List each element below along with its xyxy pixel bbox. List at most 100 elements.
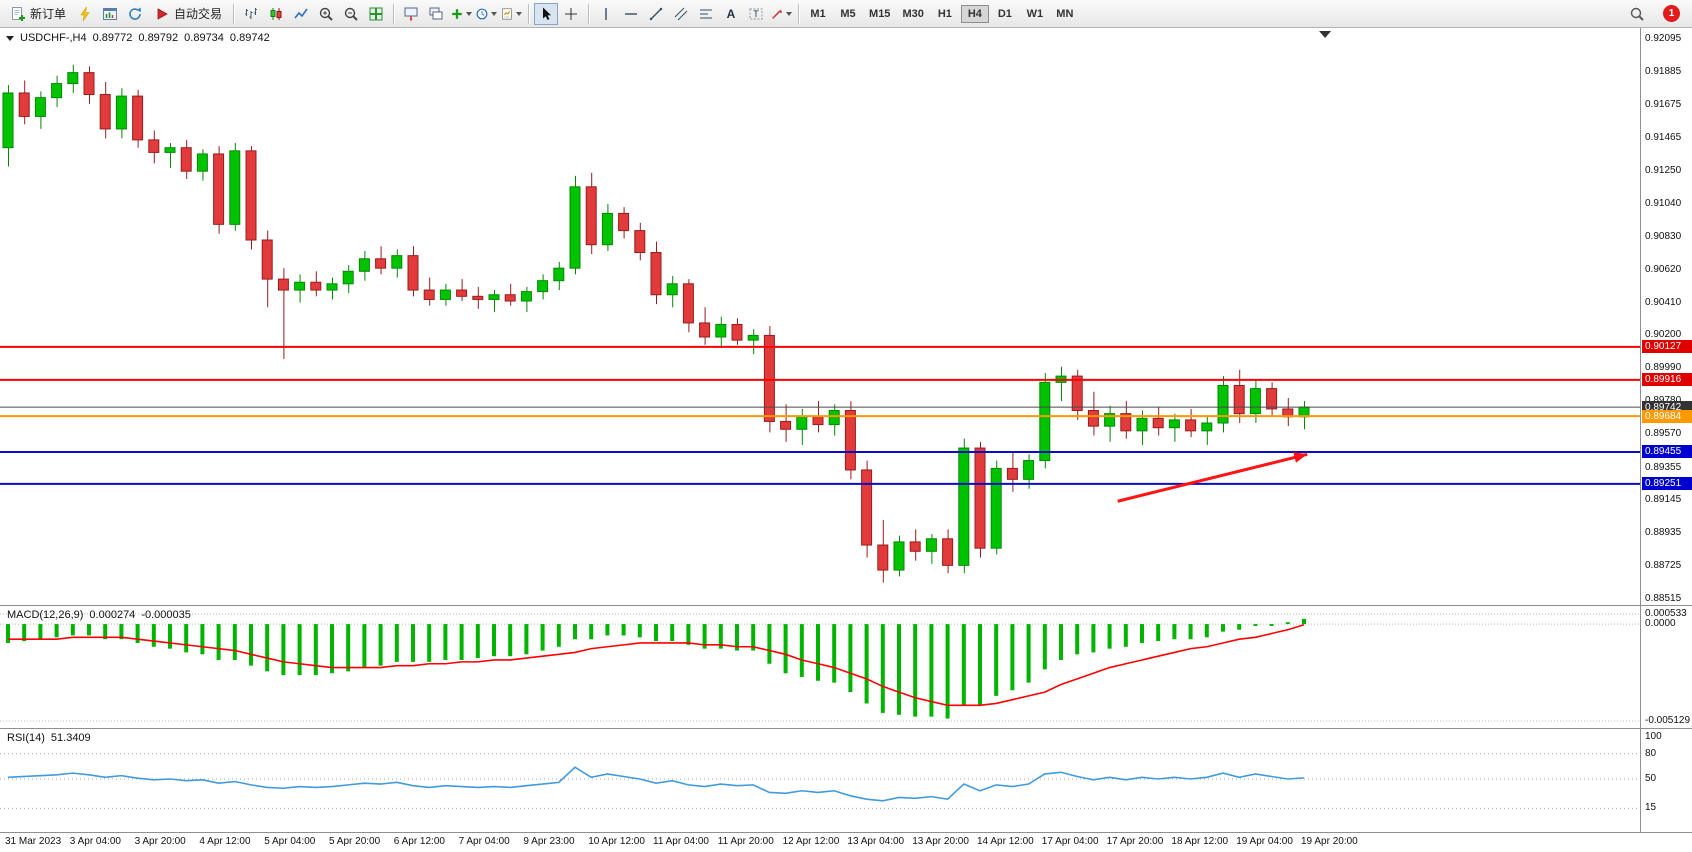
refresh-icon[interactable]: [123, 3, 147, 25]
macd-scale-label: 0.0000: [1645, 618, 1676, 630]
text-icon[interactable]: A: [719, 3, 743, 25]
price-scale-label: 0.88935: [1645, 527, 1682, 539]
zoom-out-icon[interactable]: [339, 3, 363, 25]
candlestick-chart[interactable]: [0, 28, 1640, 606]
channel-icon[interactable]: [669, 3, 693, 25]
fibonacci-icon[interactable]: [694, 3, 718, 25]
time-label: 10 Apr 12:00: [588, 836, 645, 847]
macd-scale-label: -0.005129: [1645, 715, 1691, 726]
time-scale[interactable]: 31 Mar 2023 3 Apr 04:00 3 Apr 20:00 4 Apr 1…: [0, 833, 1692, 852]
timeframe-mn[interactable]: MN: [1056, 7, 1074, 20]
rsi-name: RSI(14): [7, 732, 45, 744]
chevron-down-icon: [516, 11, 523, 16]
time-label: 11 Apr 04:00: [653, 836, 709, 847]
price-scale-label: 0.89145: [1645, 494, 1682, 506]
price-badge: 0.90127: [1642, 340, 1692, 354]
price-scale-label: 0.91675: [1645, 98, 1682, 110]
chevron-down-icon: [786, 11, 793, 16]
macd-signal-value: -0.000035: [141, 609, 191, 621]
time-label: 9 Apr 23:00: [523, 836, 575, 847]
templates-icon[interactable]: [499, 3, 523, 25]
autotrade-icon: [157, 7, 168, 20]
open-value: 0.89772: [92, 32, 133, 44]
time-label: 17 Apr 20:00: [1106, 836, 1164, 847]
timeframe-m15[interactable]: M15: [869, 7, 891, 20]
timeframe-m1[interactable]: M1: [810, 7, 826, 20]
toolbar-separator: [393, 3, 395, 24]
macd-panel[interactable]: MACD(12,26,9) 0.000274 -0.000035 0.000533 0…: [0, 606, 1692, 729]
line-chart-icon[interactable]: [289, 3, 313, 25]
price-scale-label: 0.90620: [1645, 263, 1682, 275]
low-value: 0.89734: [184, 32, 224, 44]
chevron-down-icon: [466, 11, 473, 16]
price-scale-label: 0.89990: [1645, 362, 1682, 374]
price-scale-label: 0.90410: [1645, 296, 1682, 308]
new-order-button[interactable]: 新订单: [4, 3, 72, 24]
time-label: 19 Apr 20:00: [1301, 836, 1358, 847]
toolbar-separator: [798, 3, 800, 24]
toolbar-separator: [528, 3, 530, 24]
timeframe-toolbar: M1 M5 M15 M30 H1 H4 D1 W1 MN: [804, 4, 1079, 23]
timeframe-w1[interactable]: W1: [1026, 7, 1044, 20]
arrows-icon[interactable]: [769, 3, 793, 25]
cursor-icon[interactable]: [534, 2, 559, 25]
time-label: 17 Apr 04:00: [1041, 836, 1099, 847]
main-chart-panel[interactable]: USDCHF-,H4 0.89772 0.89792 0.89734 0.897…: [0, 28, 1692, 606]
candlestick-icon[interactable]: [264, 3, 288, 25]
crosshair-icon[interactable]: [559, 3, 583, 25]
timeframe-m5[interactable]: M5: [840, 7, 856, 20]
cascade-windows-icon[interactable]: [424, 3, 448, 25]
periods-icon[interactable]: [474, 3, 498, 25]
vertical-line-icon[interactable]: [594, 3, 618, 25]
horizontal-line-icon[interactable]: [619, 3, 643, 25]
macd-label: MACD(12,26,9) 0.000274 -0.000035: [7, 609, 197, 621]
chart-collapse-icon[interactable]: [6, 35, 14, 41]
svg-text:A: A: [727, 7, 736, 21]
price-scale[interactable]: 0.92095 0.91885 0.91675 0.91465 0.91250 0.910…: [1640, 28, 1692, 605]
toolbar-right-group: 1: [1625, 3, 1688, 25]
chevron-down-icon: [491, 11, 498, 16]
market-watch-icon[interactable]: [98, 3, 122, 25]
search-icon[interactable]: [1625, 3, 1649, 25]
add-indicator-icon[interactable]: [449, 3, 473, 25]
trendline-icon[interactable]: [644, 3, 668, 25]
price-scale-label: 0.89570: [1645, 427, 1682, 439]
rsi-scale[interactable]: 100 80 50 15: [1640, 729, 1692, 832]
macd-main-value: 0.000274: [89, 609, 136, 621]
timeframe-h1[interactable]: H1: [937, 7, 952, 20]
price-badge: 0.89455: [1642, 445, 1692, 459]
autotrade-button[interactable]: 自动交易: [148, 3, 228, 24]
price-scale-label: 0.91040: [1645, 198, 1682, 210]
bar-chart-icon[interactable]: [239, 3, 263, 25]
price-badge: 0.89251: [1642, 477, 1692, 491]
price-scale-label: 0.90830: [1645, 230, 1682, 242]
chart-area: USDCHF-,H4 0.89772 0.89792 0.89734 0.897…: [0, 28, 1692, 852]
macd-scale[interactable]: 0.000533 0.0000 -0.005129: [1640, 606, 1692, 728]
time-label: 19 Apr 04:00: [1236, 836, 1293, 847]
one-click-trading-icon[interactable]: [73, 3, 97, 25]
price-scale-label: 0.91465: [1645, 131, 1682, 143]
price-scale-label: 0.91885: [1645, 65, 1682, 77]
price-badge: 0.89916: [1642, 373, 1692, 387]
macd-plot[interactable]: [0, 606, 1640, 729]
rsi-label: RSI(14) 51.3409: [7, 732, 97, 744]
high-value: 0.89792: [138, 32, 179, 44]
tile-windows-icon[interactable]: [364, 3, 388, 25]
timeframe-h4[interactable]: H4: [960, 4, 989, 23]
chart-title: USDCHF-,H4 0.89772 0.89792 0.89734 0.897…: [6, 32, 270, 44]
rsi-plot[interactable]: [0, 729, 1640, 833]
time-label: 13 Apr 20:00: [912, 836, 969, 847]
price-scale-label: 0.91250: [1645, 165, 1682, 177]
rsi-panel[interactable]: RSI(14) 51.3409 100 80 50 15: [0, 729, 1692, 833]
text-label-icon[interactable]: T: [744, 3, 768, 25]
time-label: 5 Apr 04:00: [264, 836, 316, 847]
time-label: 14 Apr 12:00: [977, 836, 1034, 847]
zoom-in-icon[interactable]: [314, 3, 338, 25]
time-label: 11 Apr 20:00: [717, 836, 774, 847]
timeframe-d1[interactable]: D1: [997, 7, 1012, 20]
time-label: 3 Apr 04:00: [69, 836, 121, 847]
timeframe-m30[interactable]: M30: [902, 7, 924, 20]
rsi-value: 51.3409: [50, 732, 91, 744]
arrange-windows-icon[interactable]: [399, 3, 423, 25]
notifications-badge[interactable]: 1: [1663, 5, 1680, 22]
